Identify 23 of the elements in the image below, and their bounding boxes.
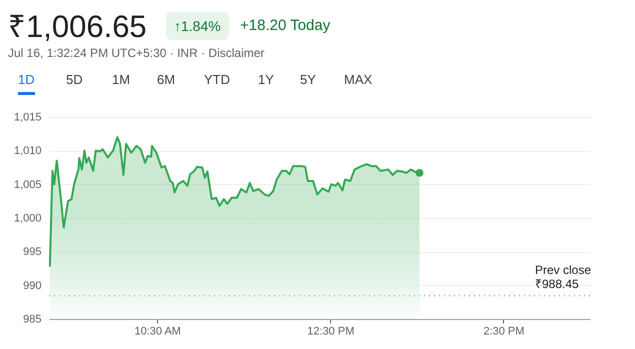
chart-subtitle: Jul 16, 1:32:24 PM UTC+5:30 · INR · Disclaimer — [8, 46, 264, 60]
text: 1Y — [258, 72, 274, 89]
y-tick-label: 990 — [23, 280, 42, 292]
text: 1D — [18, 72, 35, 95]
y-tick-label: 1,010 — [14, 145, 42, 158]
y-tick-label: 985 — [23, 314, 42, 326]
text: 5D — [66, 72, 83, 89]
ref-line-label: Prev close ₹988.45 — [535, 262, 592, 291]
x-tick-label: 10:30 AM — [134, 326, 181, 338]
y-tick-label: 1,005 — [14, 178, 42, 191]
text: 1M — [112, 72, 130, 89]
text: 6M — [157, 72, 176, 89]
x-tick-label: 2:30 PM — [483, 326, 524, 338]
x-tick-label: 12:30 PM — [307, 326, 354, 338]
text: 5Y — [300, 72, 316, 89]
chart-title: ₹1,006.65 — [8, 8, 147, 46]
y-tick-label: 1,000 — [14, 212, 42, 224]
text: YTD — [204, 72, 230, 89]
y-tick-label: 995 — [23, 246, 42, 258]
y-tick-label: 1,015 — [14, 112, 42, 124]
text: MAX — [344, 72, 372, 89]
text: ↑1.84% — [166, 12, 229, 40]
text: +18.20 Today — [240, 16, 330, 36]
